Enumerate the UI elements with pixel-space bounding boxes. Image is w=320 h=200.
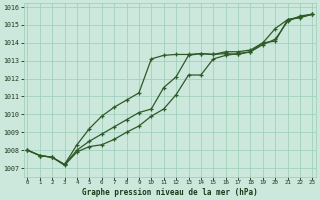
X-axis label: Graphe pression niveau de la mer (hPa): Graphe pression niveau de la mer (hPa)	[82, 188, 258, 197]
